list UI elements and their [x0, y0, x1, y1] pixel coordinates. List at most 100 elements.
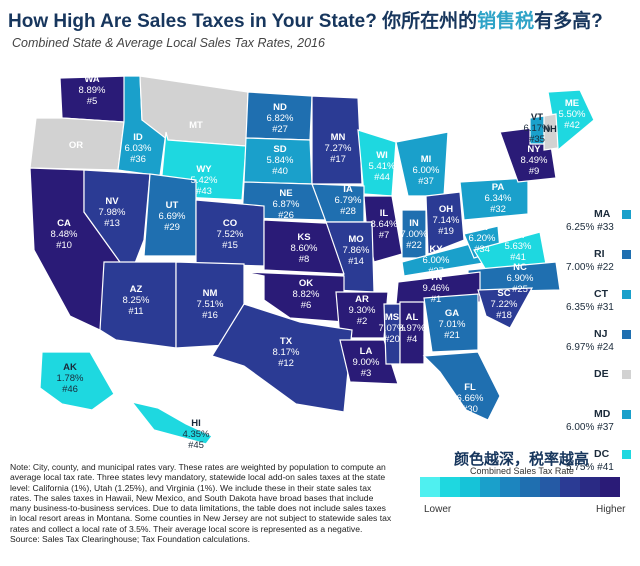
- state-label-wi-0: WI: [376, 150, 388, 161]
- small-state-abbr: MA: [594, 208, 611, 220]
- small-state-abbr: CT: [594, 288, 608, 300]
- state-label-hi-2: #45: [188, 440, 204, 451]
- state-label-ny-0: NY: [527, 144, 541, 155]
- state-label-ak-2: #46: [62, 384, 78, 395]
- state-label-oh-0: OH: [439, 204, 453, 215]
- legend-swatch-2: [460, 477, 480, 497]
- state-hi: [130, 401, 213, 445]
- small-state-abbr: NJ: [594, 328, 608, 340]
- small-state-swatch: [622, 370, 631, 379]
- state-label-ga-2: #21: [444, 330, 460, 341]
- state-label-mt-0: MT: [189, 120, 203, 131]
- state-label-wi-1: 5.41%: [369, 161, 396, 172]
- state-label-sc-1: 7.22%: [491, 299, 518, 310]
- state-label-al-2: #4: [407, 334, 418, 345]
- state-label-tn-1: 9.46%: [423, 283, 450, 294]
- legend-swatch-8: [580, 477, 600, 497]
- state-label-nc-2: #25: [512, 284, 528, 295]
- state-label-ia-0: IA: [343, 184, 353, 195]
- state-label-vt-1: 6.17%: [524, 123, 551, 134]
- state-fl: [422, 351, 501, 421]
- state-nv: [83, 169, 151, 278]
- state-label-la-1: 9.00%: [353, 357, 380, 368]
- state-label-nv-2: #13: [104, 218, 120, 229]
- state-label-mo-1: 7.86%: [343, 245, 370, 256]
- state-label-oh-1: 7.14%: [433, 215, 460, 226]
- state-label-id-2: #36: [130, 154, 146, 165]
- state-label-ut-2: #29: [164, 222, 180, 233]
- state-label-hi-1: 4.35%: [183, 429, 210, 440]
- state-label-nd-0: ND: [273, 102, 287, 113]
- small-state-ma: MA 6.25% #33: [566, 208, 636, 248]
- state-label-ar-2: #2: [357, 316, 368, 327]
- state-label-nv-1: 7.98%: [99, 207, 126, 218]
- state-label-mn-1: 7.27%: [325, 143, 352, 154]
- state-label-ok-1: 8.82%: [293, 289, 320, 300]
- state-label-sc-0: SC: [497, 288, 510, 299]
- state-label-pa-1: 6.34%: [485, 193, 512, 204]
- source-text: Source: Sales Tax Clearinghouse; Tax Fou…: [10, 534, 250, 545]
- state-label-mn-0: MN: [331, 132, 346, 143]
- state-label-co-1: 7.52%: [217, 229, 244, 240]
- state-label-me-1: 5.50%: [559, 109, 586, 120]
- state-label-in-1: 7.00%: [401, 229, 428, 240]
- state-label-id-1: 6.03%: [125, 143, 152, 154]
- state-ar: [335, 291, 389, 339]
- state-label-ar-0: AR: [355, 294, 369, 305]
- state-label-la-0: LA: [360, 346, 373, 357]
- small-state-value: 6.97% #24: [566, 342, 614, 353]
- small-states-list: MA 6.25% #33 RI 7.00% #22 CT 6.35% #31 NJ 6.97%…: [566, 208, 636, 488]
- state-al: [399, 301, 425, 365]
- small-state-swatch: [622, 330, 631, 339]
- state-label-wv-1: 6.20%: [469, 233, 496, 244]
- legend-swatch-6: [540, 477, 560, 497]
- state-label-me-2: #42: [564, 120, 580, 131]
- small-state-abbr: DE: [594, 368, 609, 380]
- small-state-nj: NJ 6.97% #24: [566, 328, 636, 368]
- state-label-il-2: #7: [379, 230, 390, 241]
- state-label-ky-2: #37: [428, 266, 444, 277]
- state-label-nm-0: NM: [203, 288, 218, 299]
- state-ok: [243, 271, 345, 323]
- state-label-al-0: AL: [406, 312, 419, 323]
- state-label-nc-1: 6.90%: [507, 273, 534, 284]
- small-state-de: DE: [566, 368, 636, 408]
- state-label-mo-2: #14: [348, 256, 364, 267]
- state-mn: [311, 95, 363, 185]
- state-label-tn-2: #1: [431, 294, 442, 305]
- state-label-ms-1: 7.07%: [379, 323, 406, 334]
- state-nh: [543, 113, 559, 151]
- state-label-ar-1: 9.30%: [349, 305, 376, 316]
- state-ga: [423, 293, 479, 353]
- state-label-ia-1: 6.79%: [335, 195, 362, 206]
- state-label-in-0: IN: [409, 218, 419, 229]
- state-label-fl-1: 6.66%: [457, 393, 484, 404]
- state-label-ga-0: GA: [445, 308, 459, 319]
- state-label-nd-2: #27: [272, 124, 288, 135]
- title-chinese-highlight: 销售税: [477, 11, 535, 32]
- state-label-tn-0: TN: [430, 272, 443, 283]
- state-label-me-0: ME: [565, 98, 579, 109]
- state-label-nh-0: NH: [543, 124, 557, 135]
- state-label-mi-0: MI: [421, 154, 432, 165]
- state-label-va-0: VA: [512, 230, 525, 241]
- small-state-ct: CT 6.35% #31: [566, 288, 636, 328]
- state-label-ut-1: 6.69%: [159, 211, 186, 222]
- state-label-mi-1: 6.00%: [413, 165, 440, 176]
- state-label-ga-1: 7.01%: [439, 319, 466, 330]
- state-label-sd-1: 5.84%: [267, 155, 294, 166]
- state-label-ky-0: KY: [429, 244, 443, 255]
- state-label-ne-2: #26: [278, 210, 294, 221]
- state-mo: [325, 221, 375, 293]
- legend-swatch-7: [560, 477, 580, 497]
- state-label-sd-0: SD: [273, 144, 286, 155]
- state-label-wy-2: #43: [196, 186, 212, 197]
- state-label-wy-0: WY: [196, 164, 212, 175]
- state-az: [99, 261, 177, 349]
- state-label-ks-0: KS: [297, 232, 310, 243]
- state-label-nm-2: #16: [202, 310, 218, 321]
- state-label-ky-1: 6.00%: [423, 255, 450, 266]
- state-label-fl-2: #30: [462, 404, 478, 415]
- state-label-ia-2: #28: [340, 206, 356, 217]
